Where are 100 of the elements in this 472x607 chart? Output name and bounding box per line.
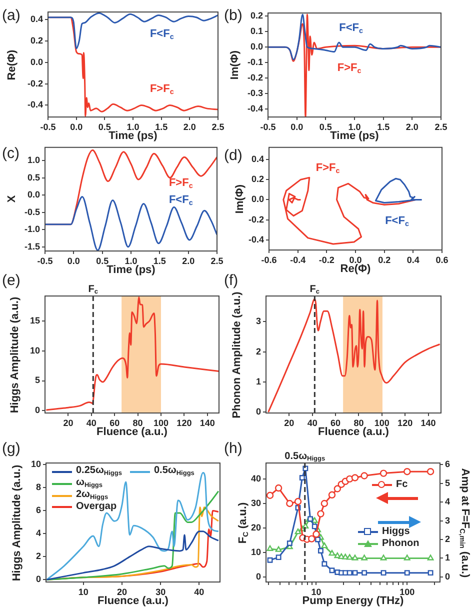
series-label: F>F$_{c}$: [337, 62, 362, 76]
x-tick-label: 0.0: [70, 122, 83, 132]
legend-label: 0.25ω$_{Higgs}$: [76, 465, 122, 478]
x-tick-label: -0.6: [261, 254, 277, 265]
x-axis-title: Fluence (a.u.): [96, 426, 168, 438]
legend-label: 2ω$_{Higgs}$: [76, 489, 108, 502]
y-tick-label: 0: [256, 572, 261, 582]
legend-label: Overgap: [76, 501, 117, 512]
y-tick-label: -0.4: [247, 104, 263, 114]
x-tick-label: 2.5: [212, 122, 224, 132]
x-tick-label: 10: [311, 586, 322, 597]
y-tick-label: -0.2: [248, 214, 264, 224]
y-tick-label: 10: [30, 345, 40, 356]
x-tick-label: 0.0: [67, 256, 80, 266]
y-tick-label: -0.2: [247, 72, 263, 83]
x-tick-label: 40: [194, 586, 204, 597]
ref-line-label: F$_{c}$: [310, 284, 320, 296]
x-axis-title: Fluence (a.u.): [318, 426, 389, 438]
series-label: F<F$_{c}$: [339, 22, 363, 36]
series-label: F>F$_{c}$: [316, 162, 340, 176]
x-tick-label: 1.5: [377, 122, 390, 132]
y-axis-title: X: [6, 196, 18, 203]
y-tick-label: 0.2: [251, 174, 264, 184]
y-tick-label: 0: [256, 406, 261, 417]
y-tick-label: -0.4: [248, 234, 264, 244]
x-tick-label: 0.0: [349, 254, 362, 265]
legend-label: 0.5ω$_{Higgs}$: [154, 465, 194, 478]
series-label: F>F$_{c}$: [150, 82, 174, 97]
x-tick-label: 140: [420, 418, 436, 428]
x-tick-label: 0.4: [406, 254, 420, 265]
y-tick-label: 0.1: [250, 26, 263, 36]
x-tick-label: 1.5: [153, 256, 166, 266]
y-tick-label: 8: [36, 482, 41, 492]
x-tick-label: 60: [330, 418, 341, 428]
x-tick-label: 2.5: [434, 122, 448, 132]
y2-tick-label: 0: [445, 571, 450, 582]
legend-label: Higgs: [382, 526, 410, 537]
chart-title: (d): [224, 147, 242, 164]
y-axis-title: Im(Φ): [228, 50, 242, 80]
y-tick-label: 30: [250, 498, 261, 508]
chart-title: (a): [2, 7, 20, 24]
y-tick-label: 2: [36, 551, 41, 562]
y-tick-label: 0.0: [30, 56, 43, 67]
x-axis-title: Fluence (a.u.): [98, 595, 168, 607]
x-tick-label: 2.5: [210, 256, 224, 266]
x-tick-label: 1.0: [124, 256, 138, 266]
chart-title: (b): [224, 7, 242, 24]
y-tick-label: -1.5: [24, 241, 40, 252]
y-tick-label: 0: [34, 405, 40, 416]
x-tick-label: 1.0: [126, 122, 140, 132]
x-tick-label: 1.0: [348, 122, 361, 132]
x-tick-label: 20: [63, 418, 74, 428]
y-tick-label: 0.4: [251, 154, 264, 164]
y-tick-label: 0.5: [27, 172, 40, 182]
y-tick-label: 2: [256, 346, 261, 356]
y-tick-label: 0.0: [250, 42, 263, 52]
x-axis-title: Re(Φ): [340, 263, 371, 276]
x-axis-title: Time (ps): [108, 130, 158, 142]
y-tick-label: 0.4: [30, 14, 43, 24]
ref-line-label: F$_{c}$: [88, 284, 98, 296]
y-tick-label: -0.2: [27, 78, 43, 88]
legend-label: Fc: [396, 479, 408, 490]
x-tick-label: 2.0: [182, 256, 195, 266]
y-tick-label: -0.3: [247, 88, 263, 98]
x-axis-title: Time (ps): [330, 130, 379, 142]
y-tick-label: 0.2: [30, 35, 43, 46]
y-axis-title: Higgs Amplitude (a.u.): [10, 464, 24, 581]
y-tick-label: 0.0: [251, 194, 264, 204]
x-tick-label: 40: [86, 418, 96, 428]
y-axis-title: Re(Φ): [6, 49, 18, 80]
y-tick-label: 10: [30, 459, 41, 470]
x-tick-label: 20: [116, 586, 128, 597]
x-tick-label: 0.2: [378, 254, 391, 265]
y2-tick-label: 5: [445, 478, 450, 488]
x-tick-label: 80: [354, 418, 364, 428]
chart-title: (h): [224, 440, 242, 458]
y-tick-label: 0: [36, 574, 41, 584]
x-axis-title: Time (ps): [106, 264, 156, 276]
series-label: F<F$_{c}$: [168, 194, 193, 208]
x-tick-label: 1.5: [155, 122, 168, 132]
y-tick-label: 6: [36, 505, 41, 516]
y-tick-label: -0.1: [247, 57, 263, 68]
y-tick-label: 40: [250, 473, 261, 484]
chart-title: (f): [224, 272, 238, 290]
y2-tick-label: 4: [445, 496, 450, 507]
x-tick-label: 100: [400, 586, 415, 597]
x-tick-label: 0.5: [96, 256, 109, 266]
x-tick-label: 40: [307, 418, 318, 428]
x-tick-label: 0.5: [98, 122, 111, 132]
legend-label: Phonon: [382, 538, 420, 549]
x-tick-label: 120: [398, 418, 413, 428]
y-tick-label: 10: [250, 547, 261, 558]
y-tick-label: 20: [250, 522, 261, 533]
y-tick-label: 0.0: [27, 190, 40, 200]
x-tick-label: 0.0: [290, 122, 304, 132]
x-tick-label: 30: [156, 586, 166, 597]
series-label: F<F$_{c}$: [385, 215, 409, 230]
x-tick-label: -0.2: [318, 254, 334, 265]
x-tick-label: 120: [176, 418, 192, 428]
y-tick-label: 3: [256, 316, 261, 326]
